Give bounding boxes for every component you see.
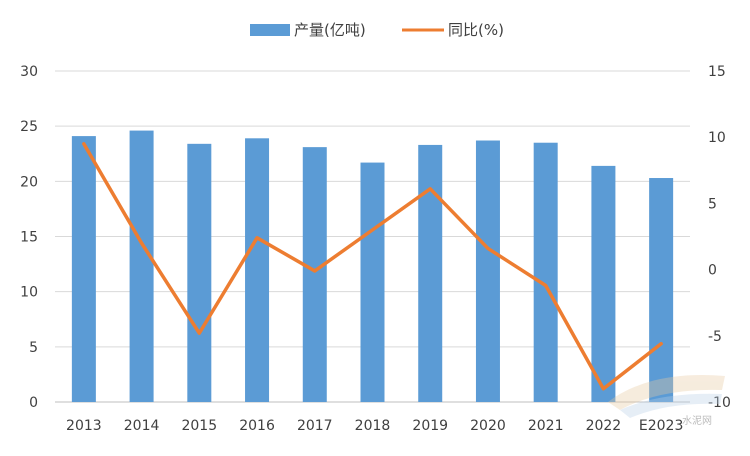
bar-2019 [418,145,442,402]
x-tick-label: 2018 [355,418,391,434]
right-tick-label: 15 [708,64,726,80]
x-tick-label: E2023 [639,418,683,434]
left-axis: 0 5 10 15 20 25 30 [20,64,38,411]
left-tick-label: 20 [20,174,38,190]
right-tick-label: -5 [708,329,722,345]
bar-2022 [591,166,615,402]
x-tick-label: 2021 [528,418,564,434]
right-tick-label: 5 [708,196,717,212]
bar-2013 [72,136,96,402]
x-tick-label: 2013 [66,418,102,434]
bar-2014 [130,131,154,402]
x-axis: 2013 2014 2015 2016 2017 2018 2019 2020 2021 2022… [66,418,683,434]
legend-bar-label: 产量(亿吨) [294,21,366,39]
x-tick-label: 2017 [297,418,333,434]
legend-bar-swatch [250,24,290,36]
legend-line-label: 同比(%) [448,21,504,39]
left-tick-label: 5 [29,340,38,356]
x-tick-label: 2020 [470,418,506,434]
bar-2017 [303,147,327,402]
left-tick-label: 30 [20,64,38,80]
right-tick-label: 10 [708,130,726,146]
left-tick-label: 25 [20,119,38,135]
left-tick-label: 15 [20,230,38,246]
bar-2018 [361,163,385,402]
right-tick-label: 0 [708,263,717,279]
bar-series [72,131,673,402]
bar-2015 [187,144,211,402]
x-tick-label: 2019 [412,418,448,434]
legend: 产量(亿吨) 同比(%) [250,21,504,39]
x-tick-label: 2022 [586,418,622,434]
left-tick-label: 10 [20,285,38,301]
bar-E2023 [649,178,673,402]
bar-2020 [476,141,500,402]
x-tick-label: 2016 [239,418,275,434]
x-tick-label: 2015 [181,418,217,434]
left-tick-label: 0 [29,395,38,411]
watermark-text: 水泥网 [682,414,712,427]
x-tick-label: 2014 [124,418,160,434]
bar-2021 [534,143,558,402]
bar-2016 [245,138,269,402]
